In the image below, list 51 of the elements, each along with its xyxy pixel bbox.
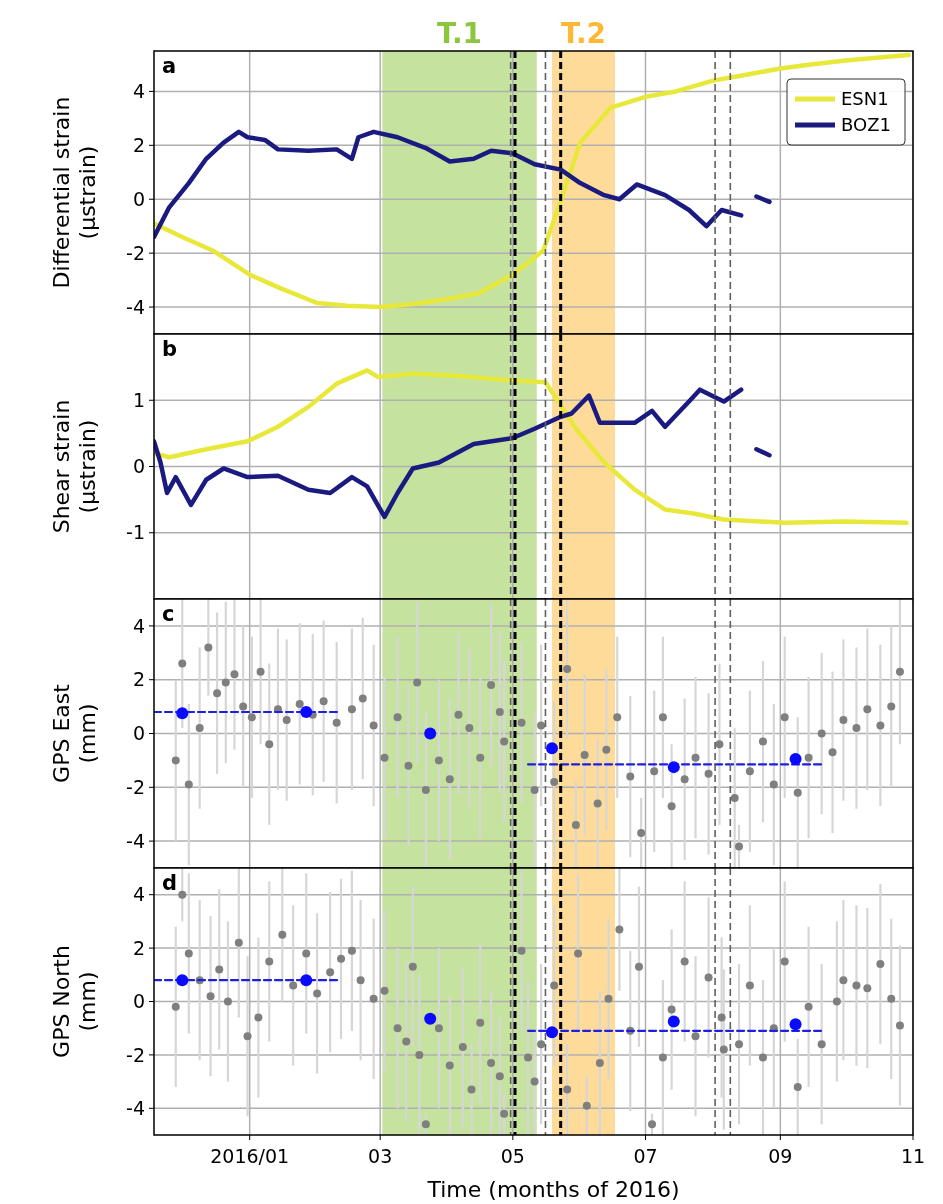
line-series bbox=[154, 52, 911, 310]
x-tick-label: 05 bbox=[500, 1145, 525, 1167]
legend-label: ESN1 bbox=[841, 88, 889, 110]
x-tick-label: 09 bbox=[768, 1145, 793, 1167]
point bbox=[300, 974, 313, 987]
point bbox=[789, 1018, 802, 1031]
y-tick-label: 4 bbox=[132, 80, 145, 103]
point bbox=[667, 1015, 680, 1028]
y-tick-label: -4 bbox=[126, 1096, 145, 1119]
legend-label: BOZ1 bbox=[841, 114, 891, 136]
annotation: a bbox=[162, 54, 177, 78]
y-tick-label: -1 bbox=[126, 521, 145, 544]
point bbox=[424, 1012, 437, 1025]
x-tick-label: 07 bbox=[633, 1145, 658, 1167]
point bbox=[789, 753, 802, 766]
y-tick-label: -2 bbox=[126, 775, 145, 798]
y-axis-title: GPS North (mm) bbox=[48, 945, 101, 1058]
y-axis-title: Shear strain (μstrain) bbox=[48, 399, 101, 534]
y-tick-label: -4 bbox=[126, 829, 145, 852]
x-tick-label: 2016/01 bbox=[210, 1145, 290, 1167]
y-tick-label: 0 bbox=[132, 722, 145, 745]
point bbox=[545, 1026, 558, 1039]
point bbox=[545, 742, 558, 755]
band-label: T.2 bbox=[561, 17, 606, 50]
y-tick-label: -2 bbox=[126, 241, 145, 264]
annotation: c bbox=[162, 602, 175, 626]
line-series bbox=[154, 368, 909, 526]
y-tick-label: 2 bbox=[132, 133, 145, 156]
y-tick-label: 4 bbox=[132, 614, 145, 637]
y-tick-label: 2 bbox=[132, 668, 145, 691]
y-tick-label: 0 bbox=[132, 990, 145, 1013]
point bbox=[176, 974, 189, 987]
band-label: T.1 bbox=[437, 17, 483, 50]
point bbox=[667, 761, 680, 774]
x-tick-label: 03 bbox=[368, 1145, 393, 1167]
y-axis-title: Differential strain (μstrain) bbox=[48, 96, 101, 289]
annotation: d bbox=[162, 871, 178, 895]
point bbox=[300, 705, 313, 718]
point bbox=[424, 727, 437, 740]
y-tick-label: 1 bbox=[132, 388, 145, 411]
y-tick-label: -4 bbox=[126, 295, 145, 318]
y-tick-label: 2 bbox=[132, 936, 145, 959]
y-tick-label: 4 bbox=[132, 883, 145, 906]
y-axis-title: GPS East (mm) bbox=[48, 683, 101, 783]
x-tick-label: 11 bbox=[900, 1145, 926, 1167]
y-tick-label: 0 bbox=[132, 455, 145, 478]
point bbox=[176, 707, 189, 720]
y-tick-label: -2 bbox=[126, 1043, 145, 1066]
y-tick-label: 0 bbox=[132, 187, 145, 210]
x-axis-title: Time (months of 2016) bbox=[426, 1177, 680, 1202]
annotation: b bbox=[162, 337, 178, 361]
